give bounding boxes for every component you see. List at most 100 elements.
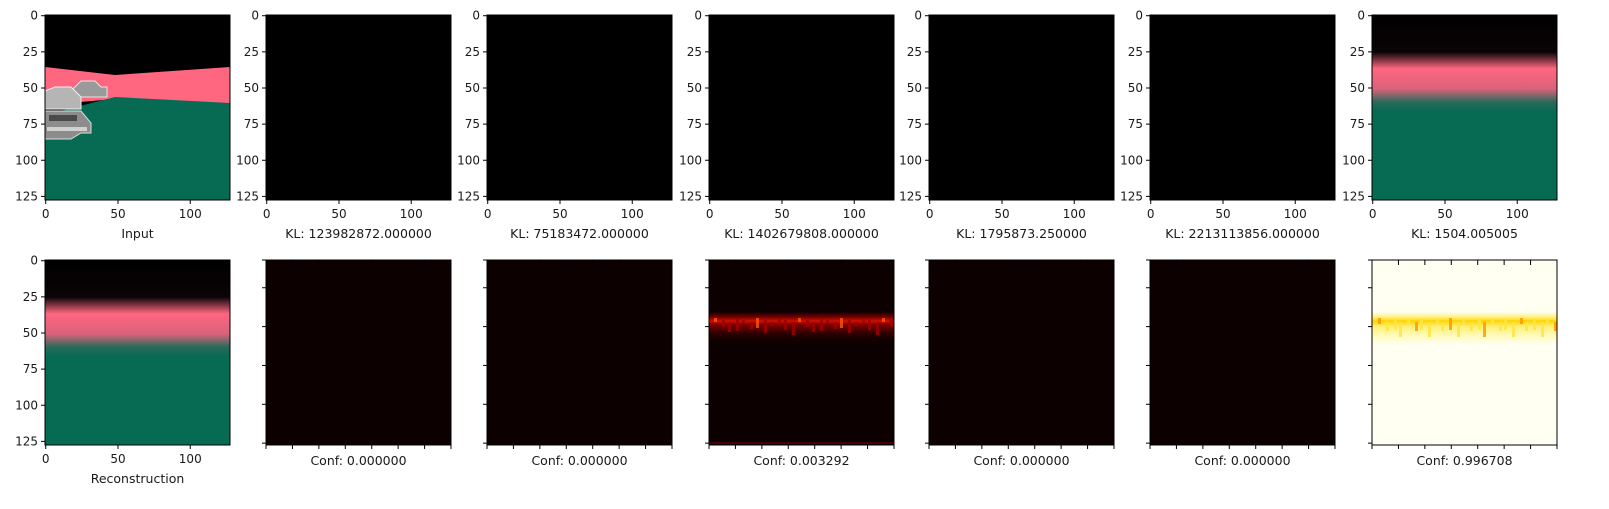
y-tick-label: 75: [1350, 117, 1365, 131]
panel-recon-5: 0 25 50 75 100 125 0 50 100 KL: 2213113856.000000: [1120, 9, 1336, 241]
panel-label: Conf: 0.000000: [310, 453, 406, 468]
x-tick-label: 100: [843, 207, 866, 221]
x-tick-label: 50: [994, 207, 1009, 221]
panel-conf-4: Conf: 0.000000: [925, 259, 1115, 468]
panel-label: KL: 2213113856.000000: [1165, 226, 1320, 241]
y-tick-label: 25: [465, 45, 480, 59]
x-tick-label: 100: [1506, 207, 1529, 221]
panel-image: [709, 15, 894, 200]
axes-frame: [265, 259, 452, 446]
black-image: [266, 15, 451, 200]
panel-conf-3: Conf: 0.003292: [705, 259, 895, 468]
panel-conf-2: Conf: 0.000000: [483, 259, 673, 468]
y-tick-label: 100: [15, 398, 38, 412]
y-tick-label: 50: [1128, 81, 1143, 95]
axes-frame: [1371, 14, 1558, 201]
x-tick-label: 0: [484, 207, 492, 221]
axes-frame: [1149, 14, 1336, 201]
x-tick-label: 0: [42, 207, 50, 221]
x-tick-label: 100: [179, 452, 202, 466]
panel-image: [1150, 15, 1335, 200]
y-tick-label: 75: [907, 117, 922, 131]
x-tick-label: 50: [774, 207, 789, 221]
panel-image: [929, 260, 1114, 445]
x-tick-label: 50: [552, 207, 567, 221]
y-tick-label: 25: [687, 45, 702, 59]
y-tick-label: 75: [465, 117, 480, 131]
y-tick-label: 25: [1350, 45, 1365, 59]
panel-label: Conf: 0.000000: [973, 453, 1069, 468]
blurred-segmentation: [45, 260, 230, 445]
x-tick-label: 50: [1437, 207, 1452, 221]
y-tick-label: 50: [465, 81, 480, 95]
y-tick-label: 100: [1120, 153, 1143, 167]
panel-image: [1372, 15, 1557, 200]
y-tick-label: 100: [679, 153, 702, 167]
panel-reconstruction: 0 25 50 75 100 125 0 50 100 Reconstruction: [15, 254, 231, 486]
y-tick-label: 125: [457, 189, 480, 203]
x-tick-label: 100: [621, 207, 644, 221]
panel-conf-6: Conf: 0.996708: [1368, 259, 1558, 468]
x-tick-label: 100: [1284, 207, 1307, 221]
y-tick-label: 125: [1120, 189, 1143, 203]
axes-frame: [1149, 259, 1336, 446]
panel-recon-1: 0 25 50 75 100 125 0 50 100 KL: 123982872.000000: [236, 9, 452, 241]
y-tick-label: 0: [694, 9, 702, 23]
y-tick-label: 100: [899, 153, 922, 167]
axes-frame: [486, 14, 673, 201]
panel-label: KL: 1504.005005: [1411, 226, 1518, 241]
panels-layer: 0 25 50 75 100 125 0 50 100 Input 0 25 50 75 100 125 0 50…: [15, 9, 1558, 486]
panel-label: KL: 1795873.250000: [956, 226, 1087, 241]
x-tick-label: 100: [179, 207, 202, 221]
x-tick-label: 0: [706, 207, 714, 221]
panel-recon-3: 0 25 50 75 100 125 0 50 100 KL: 1402679808.000000: [679, 9, 895, 241]
y-tick-label: 75: [23, 117, 38, 131]
panel-image: [266, 15, 451, 200]
confidence-heatmap: [487, 260, 672, 445]
axes-frame: [486, 259, 673, 446]
y-tick-label: 0: [1357, 9, 1365, 23]
panel-image: [929, 15, 1114, 200]
y-tick-label: 125: [15, 189, 38, 203]
axes-frame: [928, 259, 1115, 446]
y-tick-label: 25: [1128, 45, 1143, 59]
y-tick-label: 100: [236, 153, 259, 167]
y-tick-label: 0: [914, 9, 922, 23]
x-tick-label: 0: [1369, 207, 1377, 221]
y-tick-label: 0: [1135, 9, 1143, 23]
panel-label: Conf: 0.003292: [753, 453, 849, 468]
y-tick-label: 125: [15, 434, 38, 448]
panel-label: Input: [121, 226, 153, 241]
panel-recon-4: 0 25 50 75 100 125 0 50 100 KL: 1795873.250000: [899, 9, 1115, 241]
y-tick-label: 0: [251, 9, 259, 23]
panel-image: [266, 260, 451, 445]
panel-conf-1: Conf: 0.000000: [262, 259, 452, 468]
y-tick-label: 125: [236, 189, 259, 203]
panel-label: KL: 1402679808.000000: [724, 226, 879, 241]
panel-input: 0 25 50 75 100 125 0 50 100 Input: [15, 9, 231, 241]
y-tick-label: 25: [23, 45, 38, 59]
confidence-heatmap: [929, 260, 1114, 445]
confidence-heatmap: [1372, 260, 1557, 445]
axes-frame: [1371, 259, 1558, 446]
panel-conf-5: Conf: 0.000000: [1146, 259, 1336, 468]
axes-frame: [44, 14, 231, 201]
panel-recon-2: 0 25 50 75 100 125 0 50 100 KL: 75183472.000000: [457, 9, 673, 241]
y-tick-label: 100: [1342, 153, 1365, 167]
y-tick-label: 50: [687, 81, 702, 95]
panel-label: Conf: 0.000000: [1194, 453, 1290, 468]
x-tick-label: 0: [42, 452, 50, 466]
axes-frame: [708, 259, 895, 446]
black-image: [929, 15, 1114, 200]
confidence-heatmap: [1150, 260, 1335, 445]
car-icon: [45, 80, 108, 140]
panel-label: Conf: 0.996708: [1416, 453, 1512, 468]
x-tick-label: 50: [110, 207, 125, 221]
blurred-segmentation: [1372, 15, 1557, 200]
y-tick-label: 50: [23, 326, 38, 340]
y-tick-label: 0: [30, 9, 38, 23]
bottom-edge-artifact: [709, 442, 894, 444]
x-tick-label: 0: [926, 207, 934, 221]
y-tick-label: 75: [687, 117, 702, 131]
